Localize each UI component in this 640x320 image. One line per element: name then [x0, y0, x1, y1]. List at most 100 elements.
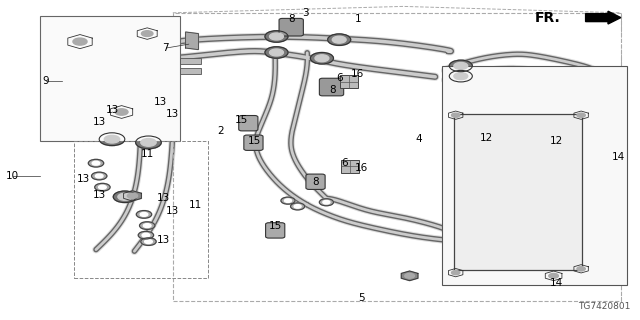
- Text: 7: 7: [162, 43, 168, 53]
- FancyBboxPatch shape: [306, 174, 325, 189]
- Circle shape: [577, 267, 585, 271]
- Text: 13: 13: [93, 117, 106, 127]
- Text: 6: 6: [336, 73, 342, 84]
- Circle shape: [328, 34, 351, 45]
- Circle shape: [115, 109, 128, 115]
- Text: 13: 13: [93, 190, 106, 200]
- Circle shape: [454, 62, 468, 69]
- Polygon shape: [574, 265, 588, 273]
- Text: 13: 13: [154, 97, 166, 108]
- Text: FR.: FR.: [534, 11, 560, 25]
- Circle shape: [140, 212, 148, 216]
- Polygon shape: [449, 111, 463, 119]
- Polygon shape: [545, 271, 562, 281]
- FancyBboxPatch shape: [107, 63, 130, 78]
- Circle shape: [95, 183, 110, 191]
- Text: 9: 9: [43, 76, 49, 86]
- Circle shape: [99, 133, 125, 146]
- Text: TG7420801: TG7420801: [578, 302, 630, 311]
- Circle shape: [99, 185, 106, 189]
- Polygon shape: [137, 28, 157, 39]
- Circle shape: [281, 197, 295, 204]
- Text: 10: 10: [6, 171, 19, 181]
- Text: 8: 8: [312, 177, 319, 188]
- Circle shape: [95, 174, 103, 178]
- Circle shape: [449, 60, 472, 72]
- Circle shape: [141, 139, 156, 146]
- Polygon shape: [124, 191, 141, 201]
- Bar: [173, 13, 621, 301]
- Bar: [180, 58, 201, 64]
- Bar: [341, 160, 359, 173]
- Text: 8: 8: [330, 84, 336, 95]
- Circle shape: [449, 70, 472, 82]
- Text: 13: 13: [157, 235, 170, 245]
- FancyBboxPatch shape: [76, 47, 104, 62]
- Circle shape: [269, 49, 284, 56]
- Bar: [454, 114, 582, 270]
- Circle shape: [332, 36, 346, 43]
- Text: 15: 15: [269, 220, 282, 231]
- FancyBboxPatch shape: [77, 60, 108, 74]
- Text: 6: 6: [341, 158, 348, 168]
- Text: 15: 15: [248, 136, 261, 146]
- Circle shape: [291, 203, 305, 210]
- Text: 13: 13: [166, 108, 179, 119]
- FancyBboxPatch shape: [103, 50, 134, 65]
- Circle shape: [145, 240, 152, 244]
- Circle shape: [404, 273, 415, 278]
- Polygon shape: [111, 106, 132, 118]
- Text: 16: 16: [351, 68, 364, 79]
- Text: 13: 13: [166, 206, 179, 216]
- Circle shape: [140, 222, 155, 229]
- FancyBboxPatch shape: [93, 64, 118, 80]
- Bar: [74, 141, 208, 278]
- Text: 8: 8: [288, 14, 294, 24]
- Text: 1: 1: [355, 14, 362, 24]
- Circle shape: [323, 200, 330, 204]
- Text: 4: 4: [416, 134, 422, 144]
- Circle shape: [315, 55, 329, 62]
- Text: 14: 14: [612, 152, 625, 162]
- Circle shape: [88, 159, 104, 167]
- Circle shape: [127, 193, 138, 198]
- Polygon shape: [401, 271, 418, 281]
- Circle shape: [577, 113, 585, 117]
- Circle shape: [92, 172, 107, 180]
- Circle shape: [294, 205, 301, 208]
- Circle shape: [451, 271, 460, 275]
- Circle shape: [141, 31, 153, 36]
- Bar: [442, 66, 627, 285]
- Text: 13: 13: [157, 193, 170, 204]
- FancyBboxPatch shape: [319, 78, 344, 96]
- Circle shape: [92, 161, 100, 165]
- Text: 11: 11: [189, 200, 202, 210]
- Text: 12: 12: [550, 136, 563, 146]
- FancyBboxPatch shape: [279, 18, 303, 36]
- Circle shape: [118, 193, 132, 200]
- Circle shape: [319, 199, 333, 206]
- Circle shape: [310, 52, 333, 64]
- Text: 14: 14: [550, 278, 563, 288]
- Text: 16: 16: [355, 163, 368, 173]
- Circle shape: [285, 199, 292, 203]
- Text: 5: 5: [358, 292, 365, 303]
- Polygon shape: [449, 268, 463, 277]
- Polygon shape: [574, 111, 588, 119]
- Polygon shape: [68, 35, 92, 49]
- FancyBboxPatch shape: [266, 223, 285, 238]
- FancyBboxPatch shape: [93, 53, 118, 68]
- Circle shape: [451, 113, 460, 117]
- Circle shape: [73, 38, 87, 45]
- FancyBboxPatch shape: [244, 135, 263, 150]
- Circle shape: [113, 191, 136, 203]
- Circle shape: [104, 135, 120, 143]
- Text: 11: 11: [141, 148, 154, 159]
- Circle shape: [138, 231, 154, 239]
- Circle shape: [265, 47, 288, 58]
- Text: 13: 13: [106, 105, 118, 116]
- Circle shape: [454, 73, 468, 80]
- Circle shape: [141, 238, 156, 245]
- FancyBboxPatch shape: [100, 76, 124, 91]
- Bar: [40, 16, 180, 141]
